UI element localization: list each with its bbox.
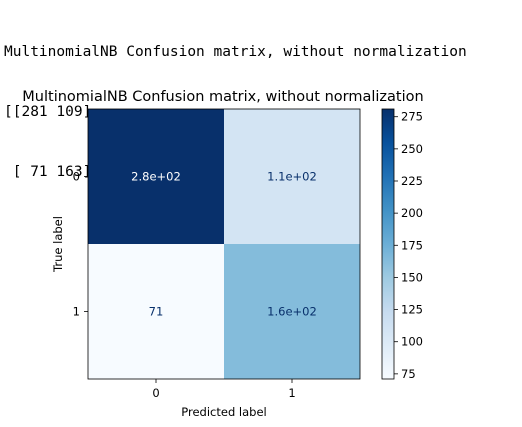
console-line-matrix-row-1: [[281 109] [4,104,92,120]
colorbar-tick-label: 150 [401,270,423,284]
colorbar-ticks: 75 100 125 150 175 200 225 250 275 [394,110,423,381]
cell-value-label: 1.6e+02 [267,305,317,319]
colorbar-tick-label: 100 [401,335,423,349]
colorbar-tick-label: 250 [401,142,423,156]
x-tick-label: 0 [152,386,159,400]
chart-title: MultinomialNB Confusion matrix, without … [22,89,423,105]
x-tick-label: 1 [288,386,295,400]
y-tick-label: 0 [73,170,80,184]
cell-value-label: 2.8e+02 [131,170,181,184]
y-axis-ticks: 01 [73,170,88,319]
colorbar-tick-label: 225 [401,174,423,188]
heatmap-cell [88,109,224,244]
heatmap-cell [88,244,224,379]
y-tick-label: 1 [73,305,80,319]
console-line-title: MultinomialNB Confusion matrix, without … [4,44,467,60]
y-axis-label: True label [51,216,65,273]
console-output: MultinomialNB Confusion matrix, without … [4,2,467,202]
heatmap-cells: 2.8e+02 1.1e+02 71 1.6e+02 [88,109,360,379]
cell-value-label: 71 [149,305,164,319]
heatmap-cell [224,244,360,379]
x-axis-label: Predicted label [181,405,266,419]
colorbar-tick-label: 200 [401,206,423,220]
colorbar [381,108,395,380]
plot-frame [87,108,361,380]
colorbar-tick-label: 125 [401,303,423,317]
cell-value-label: 1.1e+02 [267,170,317,184]
heatmap-cell [224,109,360,244]
colorbar-tick-label: 275 [401,110,423,124]
colorbar-tick-label: 175 [401,238,423,252]
colorbar-tick-label: 75 [401,367,416,381]
